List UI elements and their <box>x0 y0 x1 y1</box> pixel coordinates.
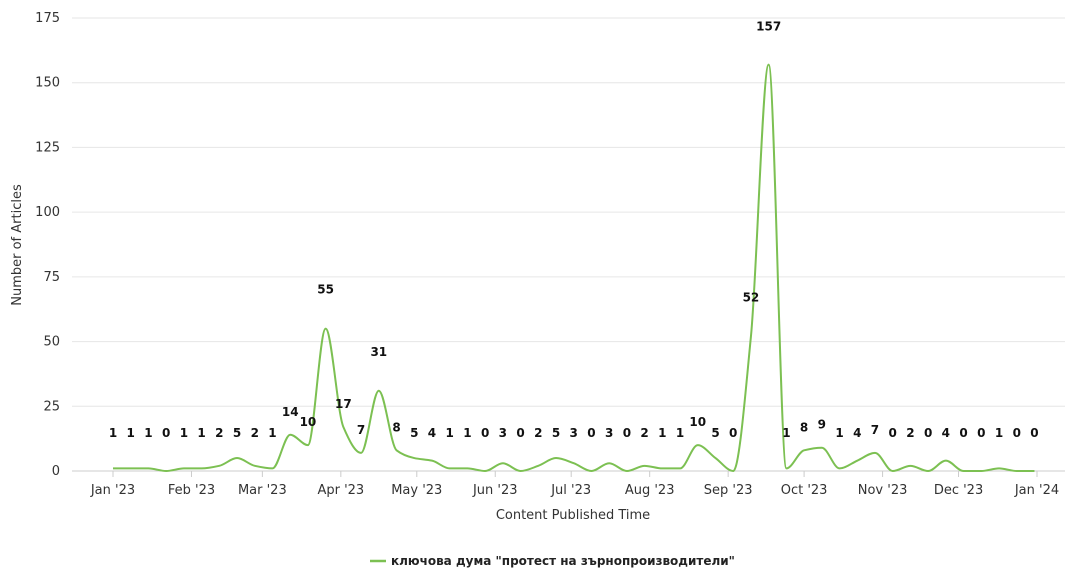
data-label: 1 <box>676 426 684 440</box>
data-label: 3 <box>605 426 613 440</box>
data-label: 14 <box>282 405 299 419</box>
data-label: 52 <box>743 290 760 304</box>
data-label: 1 <box>658 426 666 440</box>
data-label: 0 <box>729 426 737 440</box>
y-tick-label: 0 <box>52 464 60 479</box>
x-tick-label: Feb '23 <box>168 483 215 498</box>
data-label: 1 <box>835 426 843 440</box>
y-tick-label: 150 <box>35 76 60 91</box>
data-label: 1 <box>197 426 205 440</box>
gridlines <box>72 17 1065 472</box>
data-label: 2 <box>534 426 542 440</box>
x-axis-title: Content Published Time <box>496 508 650 523</box>
data-label: 7 <box>871 423 879 437</box>
legend-label: ключова дума "протест на зърнопроизводит… <box>391 554 735 568</box>
data-label: 1 <box>268 426 276 440</box>
data-label: 1 <box>463 426 471 440</box>
data-label: 0 <box>162 426 170 440</box>
data-label: 1 <box>180 426 188 440</box>
data-label: 1 <box>782 426 790 440</box>
x-tick-label: Aug '23 <box>625 483 675 498</box>
data-label: 0 <box>977 426 985 440</box>
data-label: 3 <box>570 426 578 440</box>
data-label: 5 <box>711 426 719 440</box>
data-label: 2 <box>640 426 648 440</box>
y-axis: 0 25 50 75 100 125 150 175 <box>35 11 60 479</box>
data-label: 1 <box>446 426 454 440</box>
data-label: 10 <box>689 415 706 429</box>
data-label: 0 <box>924 426 932 440</box>
x-tick-label: May '23 <box>391 483 442 498</box>
y-tick-label: 75 <box>43 270 60 285</box>
data-label: 0 <box>481 426 489 440</box>
data-label: 0 <box>1030 426 1038 440</box>
data-label: 3 <box>499 426 507 440</box>
data-label: 0 <box>1013 426 1021 440</box>
data-label: 1 <box>109 426 117 440</box>
x-tick-label: Nov '23 <box>858 483 908 498</box>
x-tick-label: Mar '23 <box>238 483 287 498</box>
data-label: 4 <box>428 426 436 440</box>
series-line[interactable] <box>112 63 1035 472</box>
data-label: 4 <box>853 426 861 440</box>
legend[interactable]: ключова дума "протест на зърнопроизводит… <box>370 554 735 568</box>
data-label: 0 <box>959 426 967 440</box>
data-label: 8 <box>392 420 400 434</box>
x-tick-label: Jul '23 <box>550 483 591 498</box>
y-tick-label: 50 <box>43 335 60 350</box>
data-label: 10 <box>300 415 317 429</box>
data-label: 31 <box>370 345 387 359</box>
data-label: 1 <box>995 426 1003 440</box>
series-layer <box>112 63 1035 472</box>
data-label: 5 <box>233 426 241 440</box>
data-label: 0 <box>889 426 897 440</box>
x-axis: Jan '23 Feb '23 Mar '23 Apr '23 May '23 Jun '… <box>90 471 1059 498</box>
data-label: 2 <box>215 426 223 440</box>
x-tick-label: Jun '23 <box>472 483 518 498</box>
data-label: 5 <box>410 426 418 440</box>
x-tick-label: Jan '24 <box>1014 483 1059 498</box>
x-tick-label: Apr '23 <box>317 483 364 498</box>
data-label: 0 <box>587 426 595 440</box>
data-label: 0 <box>516 426 524 440</box>
data-label: 2 <box>906 426 914 440</box>
data-label: 9 <box>818 418 826 432</box>
y-tick-label: 175 <box>35 11 60 26</box>
x-tick-label: Jan '23 <box>90 483 135 498</box>
y-tick-label: 25 <box>43 399 60 414</box>
y-tick-label: 100 <box>35 205 60 220</box>
data-label: 8 <box>800 420 808 434</box>
data-label: 1 <box>127 426 135 440</box>
data-label: 1 <box>144 426 152 440</box>
data-label: 5 <box>552 426 560 440</box>
data-label: 17 <box>335 397 352 411</box>
y-tick-label: 125 <box>35 140 60 155</box>
x-tick-label: Sep '23 <box>704 483 753 498</box>
data-label: 4 <box>942 426 950 440</box>
data-label: 0 <box>623 426 631 440</box>
data-label: 157 <box>756 20 781 34</box>
x-tick-label: Oct '23 <box>781 483 828 498</box>
data-label: 55 <box>317 283 334 297</box>
data-label: 7 <box>357 423 365 437</box>
y-axis-title: Number of Articles <box>10 184 25 306</box>
x-tick-label: Dec '23 <box>934 483 983 498</box>
data-label: 2 <box>251 426 259 440</box>
